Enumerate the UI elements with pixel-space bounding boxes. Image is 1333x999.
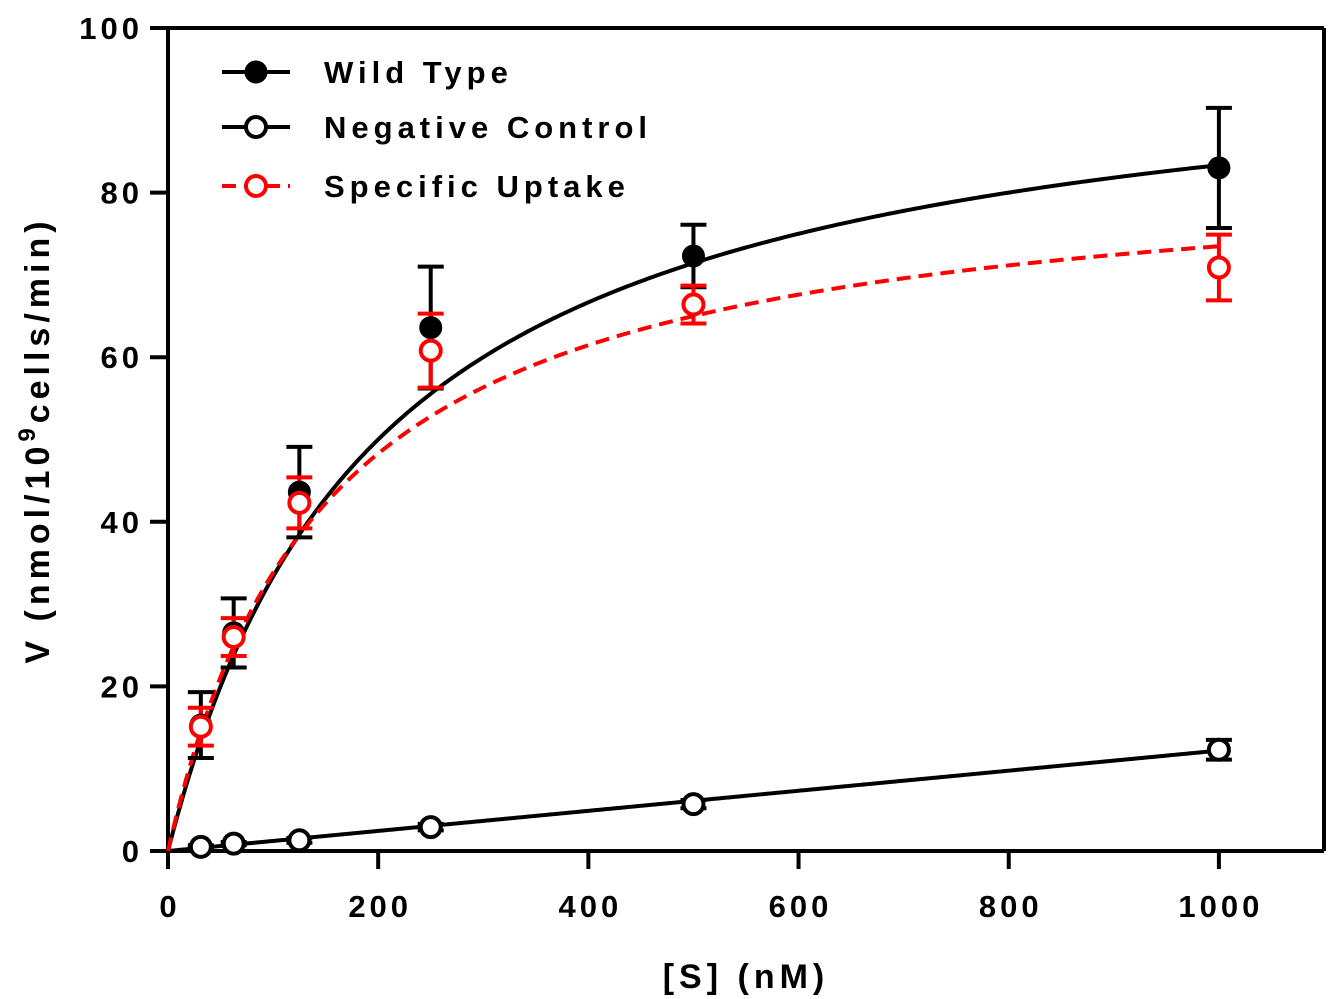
y-tick-label: 60 (101, 340, 143, 375)
specific-uptake-point (681, 292, 706, 317)
legend: Wild Type Negative Control Specific Uptake (222, 55, 652, 204)
legend-wild-type: Wild Type (222, 55, 513, 90)
legend-label: Wild Type (324, 55, 513, 90)
wild-type-point (681, 244, 705, 268)
specific-uptake-point (221, 625, 246, 650)
negative-control-point (221, 831, 246, 856)
negative-control-point (681, 792, 706, 817)
x-tick-label: 1000 (1178, 889, 1263, 924)
y-tick-label: 20 (101, 669, 143, 704)
y-axis-title-rest: cells/min) (19, 216, 57, 423)
y-tick-label: 40 (101, 505, 143, 540)
specific-uptake-point (287, 490, 312, 515)
legend-specific-uptake: Specific Uptake (222, 169, 630, 204)
y-axis-title: V (nmol/109cells/min) (14, 216, 57, 663)
specific-uptake-fit-curve (166, 244, 1220, 852)
legend-label: Negative Control (324, 110, 652, 145)
x-axis-title: [S] (nM) (663, 958, 830, 996)
y-tick-label: 100 (79, 11, 143, 46)
legend-marker (244, 60, 268, 84)
wild-type-point (1207, 156, 1231, 180)
y-axis-title-superscript: 9 (14, 423, 41, 441)
y-axis-title-main: V (nmol/10 (19, 442, 57, 664)
legend-label: Specific Uptake (324, 169, 630, 204)
specific-uptake-point (1206, 255, 1231, 280)
negative-control-point (287, 828, 312, 853)
plot-frame (150, 26, 1326, 869)
x-tick-label: 800 (979, 889, 1043, 924)
negative-control-point (1206, 737, 1231, 762)
x-tick-label: 0 (159, 889, 180, 924)
negative-control-point (418, 815, 443, 840)
x-tick-label: 200 (348, 889, 412, 924)
x-tick-label: 400 (558, 889, 622, 924)
data-points (188, 156, 1231, 859)
x-ticks: 0 200 400 600 800 1000 (159, 851, 1263, 924)
y-tick-label: 80 (101, 176, 143, 211)
y-tick-label: 0 (122, 834, 143, 869)
x-tick-label: 600 (769, 889, 833, 924)
y-ticks: 0 20 40 60 80 100 (79, 11, 168, 869)
negative-control-point (188, 834, 213, 859)
specific-uptake-point (418, 338, 443, 363)
legend-marker (244, 115, 268, 139)
legend-negative-control: Negative Control (222, 110, 652, 145)
wild-type-point (419, 316, 443, 340)
specific-uptake-point (188, 714, 213, 739)
legend-marker (244, 174, 268, 198)
